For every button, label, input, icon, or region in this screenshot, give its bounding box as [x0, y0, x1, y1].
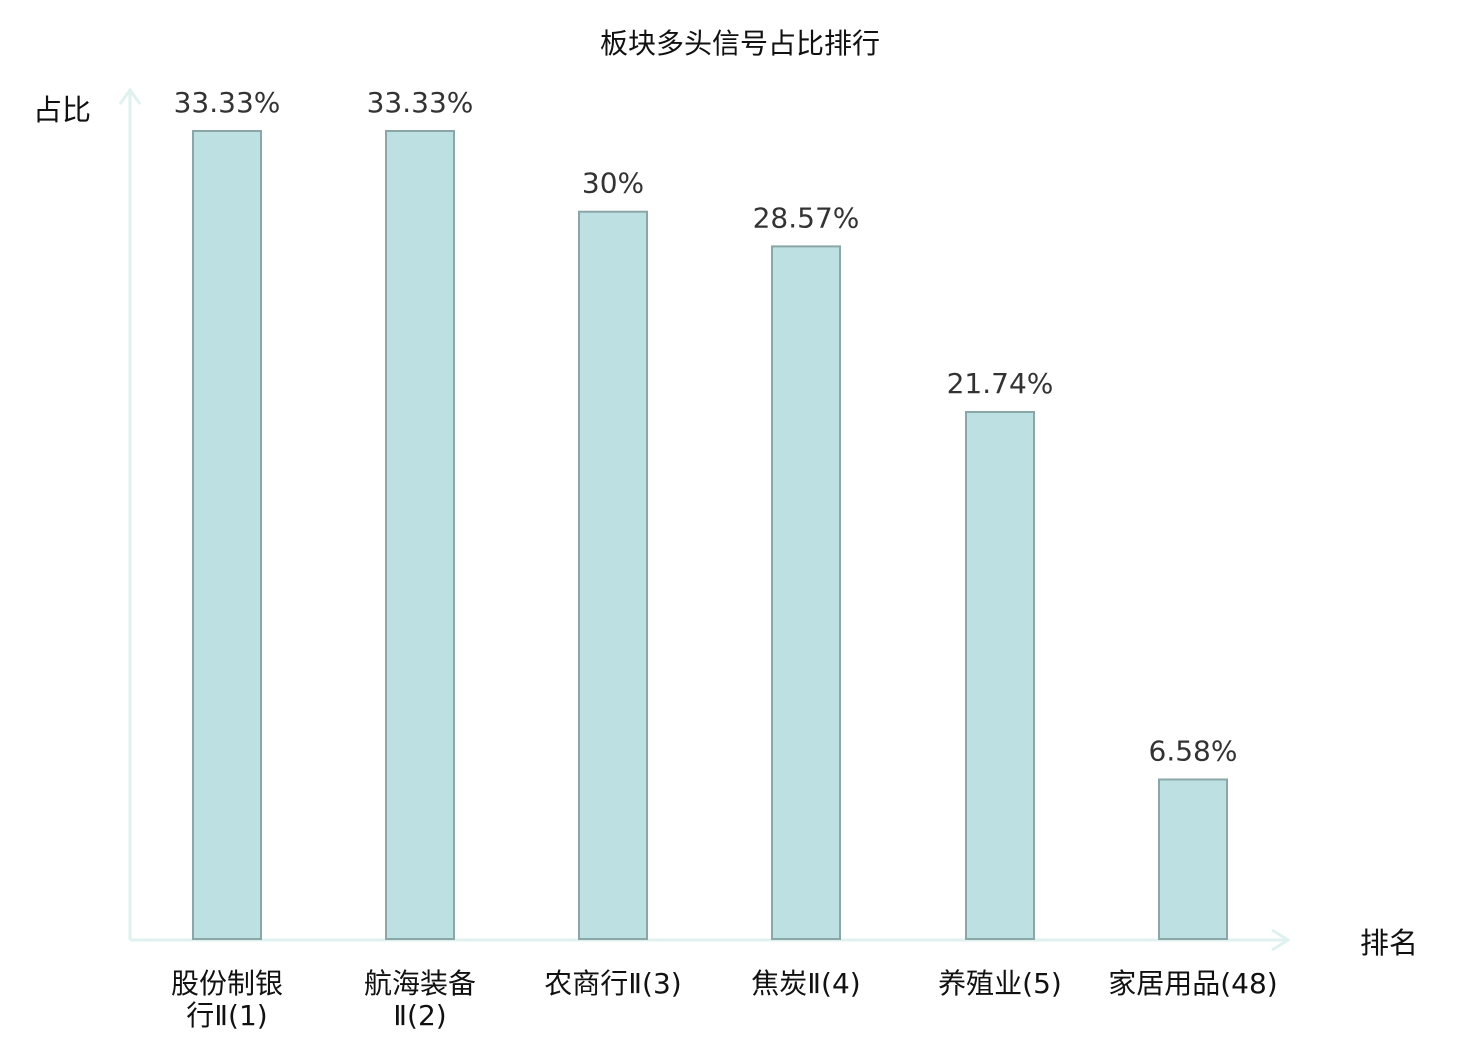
x-axis-arrowhead	[1271, 928, 1291, 952]
x-axis-title: 排名	[1360, 926, 1418, 960]
axes	[118, 87, 1291, 952]
value-label-3: 30%	[582, 167, 644, 200]
value-label-1: 33.33%	[174, 86, 281, 119]
value-label-4: 28.57%	[753, 201, 860, 234]
bar-1	[192, 130, 262, 940]
bar-5	[965, 410, 1035, 940]
bars-group	[192, 130, 1228, 941]
bar-6	[1158, 778, 1228, 941]
category-label-3: 农商行Ⅱ(3)	[544, 967, 681, 1000]
category-label-5: 养殖业(5)	[938, 967, 1062, 1000]
chart-title: 板块多头信号占比排行	[600, 27, 880, 60]
y-axis-arrowhead	[118, 87, 142, 105]
category-label-2-line-1: 航海装备	[364, 967, 476, 1000]
category-label-4: 焦炭Ⅱ(4)	[751, 967, 860, 1000]
value-labels-group: 33.33% 33.33% 30% 28.57% 21.74% 6.58%	[174, 86, 1238, 767]
y-axis-title: 占比	[33, 93, 91, 127]
category-label-6: 家居用品(48)	[1108, 967, 1277, 1000]
bar-4	[771, 245, 841, 941]
value-label-2: 33.33%	[367, 86, 474, 119]
bar-3	[578, 210, 648, 940]
bar-2	[385, 130, 455, 940]
category-label-1-line-1: 股份制银	[171, 967, 283, 1000]
category-label-1-line-2: 行Ⅱ(1)	[186, 999, 267, 1032]
value-label-5: 21.74%	[947, 367, 1054, 400]
category-label-2-line-2: Ⅱ(2)	[393, 999, 446, 1032]
value-label-6: 6.58%	[1149, 734, 1238, 767]
